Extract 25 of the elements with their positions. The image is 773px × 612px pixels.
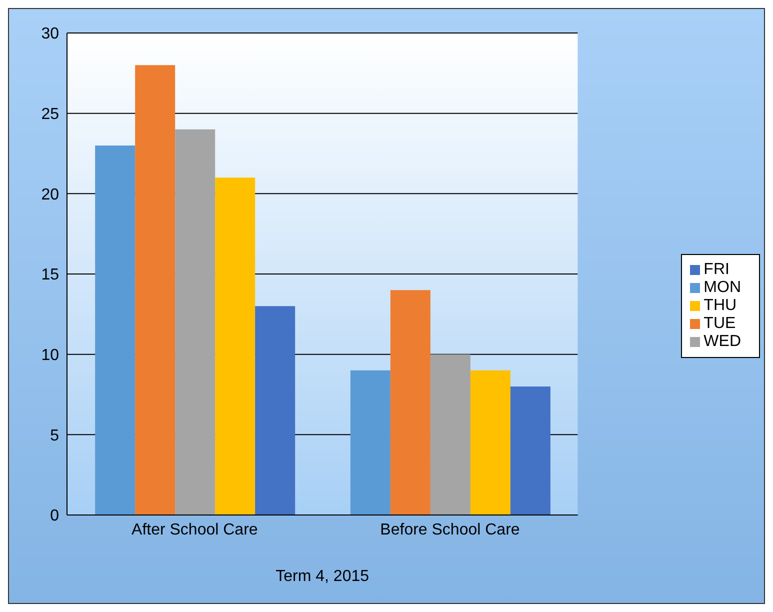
- y-tick-label: 30: [41, 26, 60, 43]
- legend-label: TUE: [704, 315, 736, 332]
- legend-label: THU: [704, 297, 737, 314]
- bar: [95, 145, 136, 515]
- bar: [430, 354, 470, 515]
- y-tick-label: 25: [41, 106, 60, 124]
- legend-label: MON: [704, 279, 741, 296]
- y-tick-label: 20: [41, 186, 60, 204]
- x-tick-label: After School Care: [132, 521, 258, 538]
- bar: [470, 370, 510, 515]
- x-tick-label: Before School Care: [380, 521, 520, 538]
- bar: [175, 129, 216, 515]
- bar: [390, 290, 430, 515]
- bar: [255, 306, 296, 515]
- legend-label: WED: [704, 333, 741, 350]
- bar: [215, 178, 256, 515]
- bar: [350, 370, 390, 515]
- x-axis-title: Term 4, 2015: [276, 568, 370, 585]
- y-tick-label: 15: [41, 266, 60, 284]
- y-tick-label: 10: [41, 347, 60, 364]
- y-tick-label: 5: [50, 427, 60, 444]
- legend-label: FRI: [704, 261, 730, 278]
- y-tick-label: 0: [50, 508, 60, 525]
- bar: [510, 386, 550, 515]
- bar: [135, 65, 176, 515]
